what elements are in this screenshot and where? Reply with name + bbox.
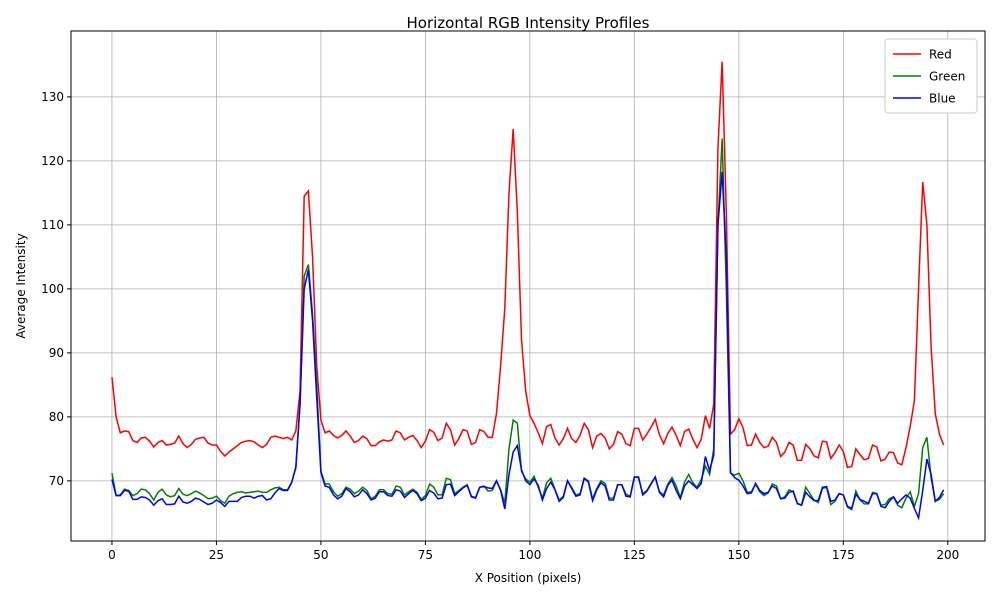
chart-title: Horizontal RGB Intensity Profiles [407, 14, 650, 32]
x-tick-label: 125 [623, 548, 646, 562]
x-tick-label: 175 [832, 548, 855, 562]
legend-label: Green [929, 70, 965, 84]
x-tick-label: 200 [936, 548, 959, 562]
y-axis-label: Average Intensity [14, 233, 28, 338]
series-line [111, 138, 945, 511]
legend-label: Blue [929, 92, 956, 106]
y-tick-label: 80 [49, 410, 64, 424]
series-line [111, 61, 945, 469]
x-tick-label: 150 [727, 548, 750, 562]
legend-label: Red [929, 48, 952, 62]
x-axis-label: X Position (pixels) [475, 571, 582, 585]
x-tick-label: 50 [313, 548, 328, 562]
series-line [111, 171, 945, 521]
x-tick-label: 100 [518, 548, 541, 562]
legend: Red Green Blue [884, 38, 978, 114]
y-tick-label: 130 [41, 90, 64, 104]
y-tick-label: 70 [49, 474, 64, 488]
y-tick-label: 120 [41, 154, 64, 168]
y-tick-label: 90 [49, 346, 64, 360]
x-tick-label: 75 [418, 548, 433, 562]
x-tick-label: 25 [209, 548, 224, 562]
legend-box [884, 38, 978, 114]
y-tick-label: 110 [41, 218, 64, 232]
plot-frame [70, 30, 986, 542]
y-tick-label: 100 [41, 282, 64, 296]
x-tick-label: 0 [108, 548, 116, 562]
